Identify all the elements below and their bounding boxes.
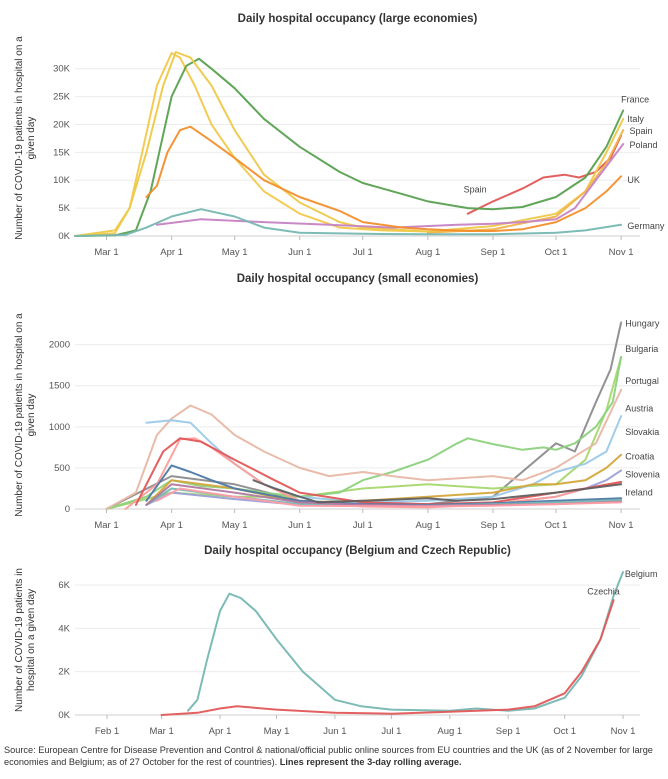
x-tick-label: Sep 1: [481, 247, 506, 258]
series-label: Spain: [464, 185, 487, 195]
y-tick-label: 0K: [58, 710, 70, 721]
series-line: [74, 52, 469, 237]
source-bold-note: Lines represent the 3-day rolling averag…: [279, 757, 462, 767]
series-line: [160, 599, 615, 716]
x-tick-label: Jun 1: [323, 726, 346, 737]
y-tick-label: 0K: [58, 231, 70, 242]
y-tick-label: 20K: [53, 119, 71, 130]
series-line: [145, 453, 623, 506]
series-label: Italy: [627, 114, 644, 124]
y-tick-label: 6K: [58, 580, 70, 591]
y-tick-label: 0: [65, 504, 70, 515]
y-tick-label: 1000: [49, 422, 70, 433]
x-tick-label: Mar 1: [94, 520, 118, 531]
series-line: [74, 208, 623, 237]
y-axis-label: Number of COVID-19 patients in hospital …: [14, 36, 37, 240]
x-tick-label: Mar 1: [94, 247, 118, 258]
x-tick-label: Apr 1: [209, 726, 232, 737]
y-tick-label: 1500: [49, 381, 70, 392]
x-tick-label: May 1: [222, 247, 248, 258]
x-tick-label: Jul 1: [381, 726, 401, 737]
x-tick-label: Oct 1: [545, 520, 568, 531]
series-line: [105, 356, 623, 510]
y-tick-label: 5K: [58, 203, 70, 214]
y-axis-label-line: Number of COVID-19 patients in hospital …: [14, 313, 25, 517]
x-tick-label: May 1: [264, 726, 290, 737]
x-tick-label: Jun 1: [288, 520, 311, 531]
y-tick-label: 25K: [53, 92, 71, 103]
x-tick-label: Jul 1: [353, 520, 373, 531]
x-tick-label: Oct 1: [545, 247, 568, 258]
y-axis-label-line: given day: [26, 394, 37, 437]
x-tick-label: May 1: [222, 520, 248, 531]
y-axis-label: Number of COVID-19 patients inhospital o…: [14, 568, 37, 712]
x-tick-label: Oct 1: [553, 726, 576, 737]
series-line: [105, 388, 623, 510]
series-label: Bulgaria: [625, 344, 658, 354]
series-line: [145, 464, 623, 506]
x-tick-label: Nov 1: [611, 726, 636, 737]
y-axis-label-line: hospital on a given day: [26, 589, 37, 691]
x-tick-label: Jul 1: [353, 247, 373, 258]
y-tick-label: 10K: [53, 175, 71, 186]
x-tick-label: Sep 1: [496, 726, 521, 737]
series-line: [187, 571, 624, 712]
series-label: Ireland: [625, 488, 653, 498]
series-line: [155, 487, 623, 508]
chart-title: Daily hospital occupancy (small economie…: [237, 273, 479, 285]
series-label: Slovenia: [625, 469, 660, 479]
series-label: Spain: [629, 126, 652, 136]
y-tick-label: 15K: [53, 147, 71, 158]
y-tick-label: 2K: [58, 667, 70, 678]
series-label: Czechia: [587, 587, 620, 597]
series-label: Croatia: [625, 451, 654, 461]
x-tick-label: Aug 1: [415, 520, 440, 531]
y-axis-label-line: Number of COVID-19 patients in hospital …: [14, 36, 25, 240]
series-label: Germany: [627, 221, 665, 231]
chart-title: Daily hospital occupancy (large economie…: [238, 13, 478, 25]
chart-title: Daily hospital occupancy (Belgium and Cz…: [204, 545, 511, 557]
x-tick-label: Aug 1: [415, 247, 440, 258]
x-tick-label: Mar 1: [149, 726, 173, 737]
series-line: [155, 143, 625, 229]
y-axis-label-line: given day: [26, 117, 37, 160]
series-line: [145, 125, 623, 232]
y-axis-label-line: Number of COVID-19 patients in: [14, 568, 25, 712]
series-line: [74, 57, 625, 237]
x-tick-label: Nov 1: [609, 247, 634, 258]
series-label: Portugal: [625, 376, 659, 386]
series-label: Belgium: [625, 569, 658, 579]
series-line: [252, 479, 623, 504]
series-label: Austria: [625, 404, 653, 414]
series-label: France: [621, 94, 649, 104]
y-tick-label: 4K: [58, 623, 70, 634]
y-tick-label: 30K: [53, 64, 71, 75]
x-tick-label: Sep 1: [481, 520, 506, 531]
x-tick-label: Feb 1: [95, 726, 119, 737]
x-tick-label: Nov 1: [609, 520, 634, 531]
series-line: [105, 356, 623, 510]
series-label: UK: [627, 175, 640, 185]
y-axis-label: Number of COVID-19 patients in hospital …: [14, 313, 37, 517]
source-note: Source: European Centre for Disease Prev…: [4, 744, 664, 768]
y-tick-label: 500: [54, 463, 70, 474]
series-label: Poland: [629, 140, 657, 150]
series-line: [74, 51, 625, 237]
x-tick-label: Apr 1: [160, 247, 183, 258]
x-tick-label: Apr 1: [160, 520, 183, 531]
x-tick-label: Aug 1: [437, 726, 462, 737]
source-text: Source: European Centre for Disease Prev…: [4, 745, 653, 767]
series-label: Hungary: [625, 318, 660, 328]
x-tick-label: Jun 1: [288, 247, 311, 258]
series-line: [466, 134, 623, 215]
series-line: [426, 129, 625, 234]
y-tick-label: 2000: [49, 340, 70, 351]
series-label: Slovakia: [625, 427, 659, 437]
